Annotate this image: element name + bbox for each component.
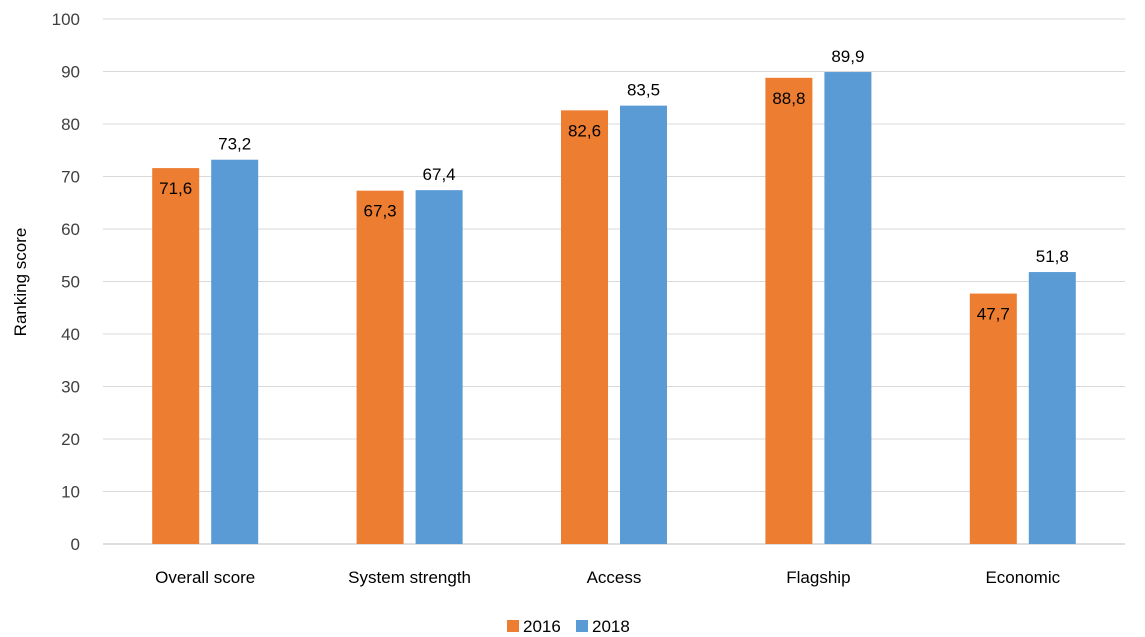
bar-2016 xyxy=(152,168,200,544)
bar-2018 xyxy=(211,159,259,544)
category-label: Access xyxy=(587,568,642,587)
bar-2016 xyxy=(356,190,404,545)
legend-swatch-2016 xyxy=(507,620,519,632)
bar-2018 xyxy=(1028,272,1076,544)
category-label: System strength xyxy=(348,568,471,587)
y-tick-label: 100 xyxy=(52,10,80,29)
data-label: 83,5 xyxy=(627,81,660,100)
y-tick-label: 20 xyxy=(61,430,80,449)
y-tick-label: 30 xyxy=(61,378,80,397)
legend-label-2016: 2016 xyxy=(523,617,561,636)
y-tick-label: 50 xyxy=(61,273,80,292)
data-label: 67,3 xyxy=(364,202,397,221)
data-label: 67,4 xyxy=(423,165,456,184)
bar-2016 xyxy=(765,77,813,545)
y-tick-labels: 0 10 20 30 40 50 60 70 80 90 100 xyxy=(52,10,80,554)
y-tick-label: 60 xyxy=(61,220,80,239)
bar-2018 xyxy=(620,105,667,544)
legend-label-2018: 2018 xyxy=(592,617,630,636)
data-label: 47,7 xyxy=(977,305,1010,324)
category-label: Overall score xyxy=(155,568,255,587)
data-label: 51,8 xyxy=(1036,247,1069,266)
bar-2016 xyxy=(561,110,608,544)
bars xyxy=(152,72,1076,545)
y-tick-label: 80 xyxy=(61,115,80,134)
data-label: 88,8 xyxy=(772,89,805,108)
y-axis-title: Ranking score xyxy=(11,228,30,337)
category-label: Economic xyxy=(985,568,1060,587)
data-label: 73,2 xyxy=(218,135,251,154)
y-tick-label: 40 xyxy=(61,325,80,344)
bar-2016 xyxy=(969,293,1017,544)
data-label: 71,6 xyxy=(159,179,192,198)
category-labels: Overall score System strength Access Flagsh… xyxy=(155,568,1060,587)
legend-swatch-2018 xyxy=(576,620,588,632)
data-label: 89,9 xyxy=(831,47,864,66)
data-label: 82,6 xyxy=(568,121,601,140)
category-label: Flagship xyxy=(786,568,850,587)
legend: 2016 2018 xyxy=(507,617,630,636)
y-tick-label: 0 xyxy=(71,535,80,554)
y-tick-label: 70 xyxy=(61,168,80,187)
bar-2018 xyxy=(415,190,463,544)
y-tick-label: 90 xyxy=(61,63,80,82)
bar-2018 xyxy=(824,72,872,545)
gridlines xyxy=(103,18,1125,545)
y-tick-label: 10 xyxy=(61,483,80,502)
data-labels: 71,6 73,2 67,3 67,4 82,6 83,5 88,8 89,9 47,7 51,8 xyxy=(159,47,1069,324)
